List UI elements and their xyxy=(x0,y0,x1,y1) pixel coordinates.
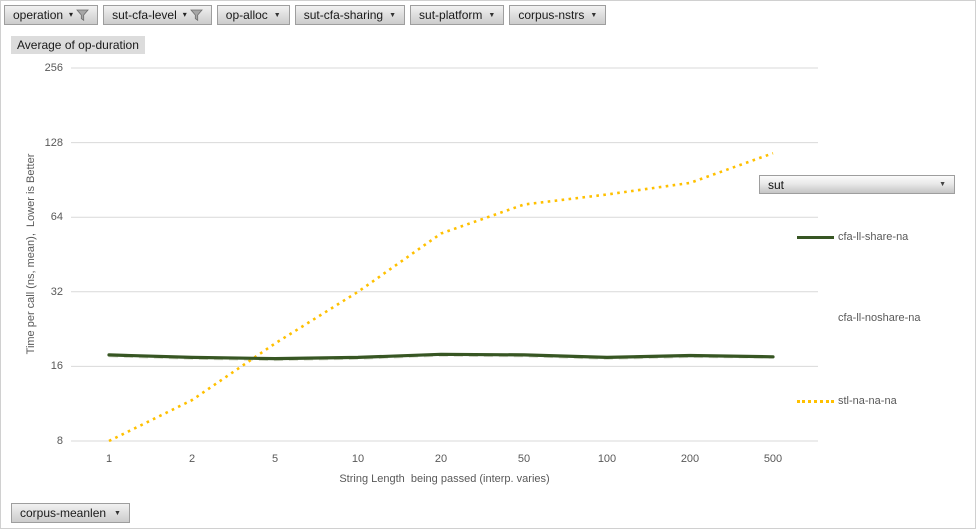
filter-button-label: op-alloc xyxy=(225,8,268,22)
x-tick-label: 2 xyxy=(188,453,196,465)
chevron-down-icon: ▼ xyxy=(488,11,496,19)
axis-field-button-corpus-meanlen[interactable]: corpus-meanlen ▼ xyxy=(11,503,130,523)
chevron-down-icon: ▾ xyxy=(182,10,187,19)
series-line-stl-na-na-na xyxy=(108,151,774,443)
filter-button-label: operation xyxy=(13,8,64,22)
filter-button-corpus-nstrs[interactable]: corpus-nstrs ▼ xyxy=(509,5,607,25)
legend-sample-solid-icon xyxy=(797,235,834,239)
filter-button-label: sut-platform xyxy=(419,8,483,22)
filter-button-row: operation ▾ sut-cfa-level ▾ op-alloc ▼ sut-cfa… xyxy=(4,5,607,25)
chevron-down-icon: ▼ xyxy=(590,11,598,19)
x-tick-label: 5 xyxy=(271,453,279,465)
y-axis-title: Time per call (ns, mean), Lower is Bette… xyxy=(25,153,37,355)
chevron-down-icon: ▼ xyxy=(389,11,397,19)
chevron-down-icon: ▼ xyxy=(939,181,946,188)
y-tick-label: 64 xyxy=(50,211,63,224)
x-tick-label: 200 xyxy=(680,453,700,465)
legend-entry-cfa-ll-noshare-na[interactable]: cfa-ll-noshare-na xyxy=(797,311,921,325)
chevron-down-icon: ▾ xyxy=(69,10,74,19)
filter-funnel-icon xyxy=(76,9,89,21)
chevron-down-icon: ▼ xyxy=(273,11,281,19)
x-tick-label: 500 xyxy=(763,453,783,465)
series-line-cfa-ll-share-na xyxy=(107,352,775,361)
filter-button-sut-platform[interactable]: sut-platform ▼ xyxy=(410,5,505,25)
y-tick-label: 16 xyxy=(50,360,63,373)
y-tick-label: 32 xyxy=(50,285,63,298)
axis-field-label: corpus-meanlen xyxy=(20,506,107,520)
filter-button-sut-cfa-sharing[interactable]: sut-cfa-sharing ▼ xyxy=(294,5,406,25)
y-tick-label: 128 xyxy=(44,136,63,149)
legend-field-button-sut[interactable]: sut ▼ xyxy=(759,175,955,194)
y-tick-label: 8 xyxy=(56,435,63,447)
x-tick-label: 100 xyxy=(597,453,617,465)
legend-entry-stl-na-na-na[interactable]: stl-na-na-na xyxy=(797,394,897,408)
legend-label: cfa-ll-noshare-na xyxy=(838,312,921,324)
value-field-button[interactable]: Average of op-duration xyxy=(11,36,145,54)
y-tick-label: 256 xyxy=(44,62,63,74)
filter-button-label: corpus-nstrs xyxy=(518,8,585,22)
filter-button-sut-cfa-level[interactable]: sut-cfa-level ▾ xyxy=(103,5,212,25)
x-tick-label: 20 xyxy=(434,453,448,465)
filter-button-label: sut-cfa-level xyxy=(112,8,177,22)
filter-button-label: sut-cfa-sharing xyxy=(303,8,384,22)
chevron-down-icon: ▼ xyxy=(114,509,121,517)
legend-label: cfa-ll-share-na xyxy=(838,231,909,243)
legend-field-label: sut xyxy=(768,177,785,192)
x-tick-label: 1 xyxy=(105,453,113,465)
x-axis-title: String Length being passed (interp. vari… xyxy=(339,473,550,485)
value-field-label: Average of op-duration xyxy=(17,38,139,52)
filter-funnel-icon xyxy=(189,9,203,21)
legend-sample-dotted-icon xyxy=(797,399,834,403)
filter-button-operation[interactable]: operation ▾ xyxy=(4,5,99,25)
x-tick-label: 10 xyxy=(351,453,365,465)
filter-button-op-alloc[interactable]: op-alloc ▼ xyxy=(216,5,290,25)
legend-entry-cfa-ll-share-na[interactable]: cfa-ll-share-na xyxy=(797,230,908,244)
x-tick-label: 50 xyxy=(517,453,531,465)
legend-label: stl-na-na-na xyxy=(838,395,897,407)
